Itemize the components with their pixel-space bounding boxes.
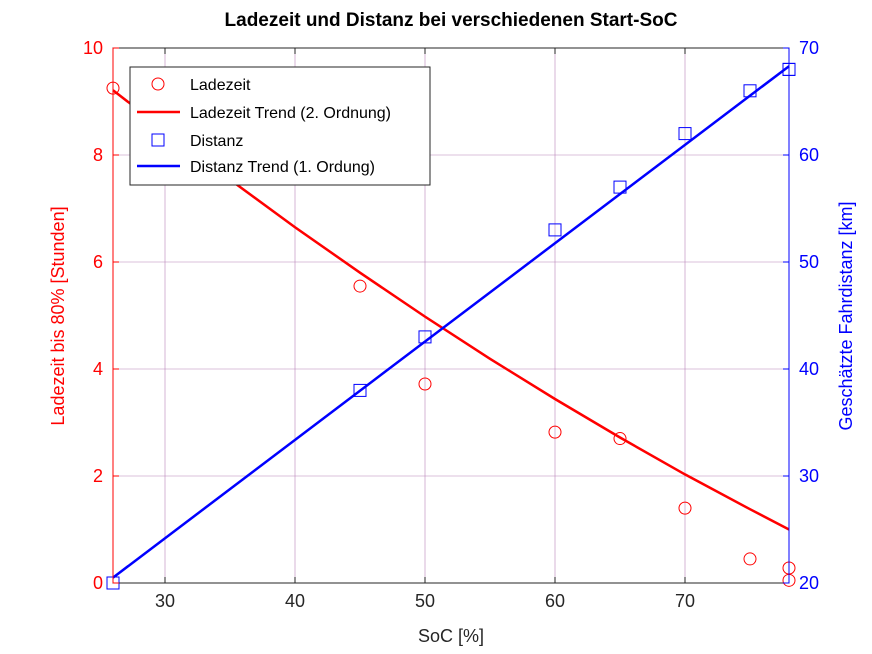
x-tick-label: 30 xyxy=(155,591,175,611)
legend-label-ladezeit: Ladezeit xyxy=(190,77,251,94)
legend-marker-distanz xyxy=(151,133,165,147)
x-tick-label: 50 xyxy=(415,591,435,611)
left-y-tick-label: 4 xyxy=(93,359,103,379)
data-point-distanz xyxy=(678,127,692,141)
data-point-distanz xyxy=(353,383,367,397)
left-y-tick-label: 10 xyxy=(83,38,103,58)
data-point-ladezeit xyxy=(678,501,692,515)
right-y-axis-label: Geschätzte Fahrdistanz [km] xyxy=(836,201,856,430)
data-point-ladezeit xyxy=(743,552,757,566)
data-point-ladezeit xyxy=(418,377,432,391)
x-tick-label: 60 xyxy=(545,591,565,611)
left-y-axis-label: Ladezeit bis 80% [Stunden] xyxy=(48,206,68,425)
right-y-tick-label: 60 xyxy=(799,145,819,165)
right-y-tick-label: 50 xyxy=(799,252,819,272)
left-y-tick-label: 6 xyxy=(93,252,103,272)
ticks: 30 40 50 60 70 0 2 4 6 8 10 20 30 40 50 60 70 xyxy=(83,38,819,611)
left-y-tick-label: 8 xyxy=(93,145,103,165)
left-y-tick-label: 0 xyxy=(93,573,103,593)
data-point-ladezeit xyxy=(548,425,562,439)
data-point-ladezeit xyxy=(353,279,367,293)
x-axis-label: SoC [%] xyxy=(418,626,484,646)
legend-marker-ladezeit xyxy=(151,77,165,91)
right-y-tick-label: 20 xyxy=(799,573,819,593)
right-y-tick-label: 70 xyxy=(799,38,819,58)
legend: Ladezeit Ladezeit Trend (2. Ordnung) Dis… xyxy=(129,66,431,186)
legend-label-ladezeit-trend: Ladezeit Trend (2. Ordnung) xyxy=(190,105,391,122)
right-y-tick-label: 40 xyxy=(799,359,819,379)
chart-title: Ladezeit und Distanz bei verschiedenen S… xyxy=(225,10,678,31)
data-point-ladezeit xyxy=(613,432,627,446)
series-line-distanz-trend-1-ordung xyxy=(112,65,790,579)
data-point-distanz xyxy=(548,223,562,237)
left-y-tick-label: 2 xyxy=(93,466,103,486)
legend-label-distanz: Distanz xyxy=(190,133,243,150)
x-tick-label: 40 xyxy=(285,591,305,611)
legend-label-distanz-trend: Distanz Trend (1. Ordung) xyxy=(190,159,375,176)
x-tick-label: 70 xyxy=(675,591,695,611)
right-y-tick-label: 30 xyxy=(799,466,819,486)
